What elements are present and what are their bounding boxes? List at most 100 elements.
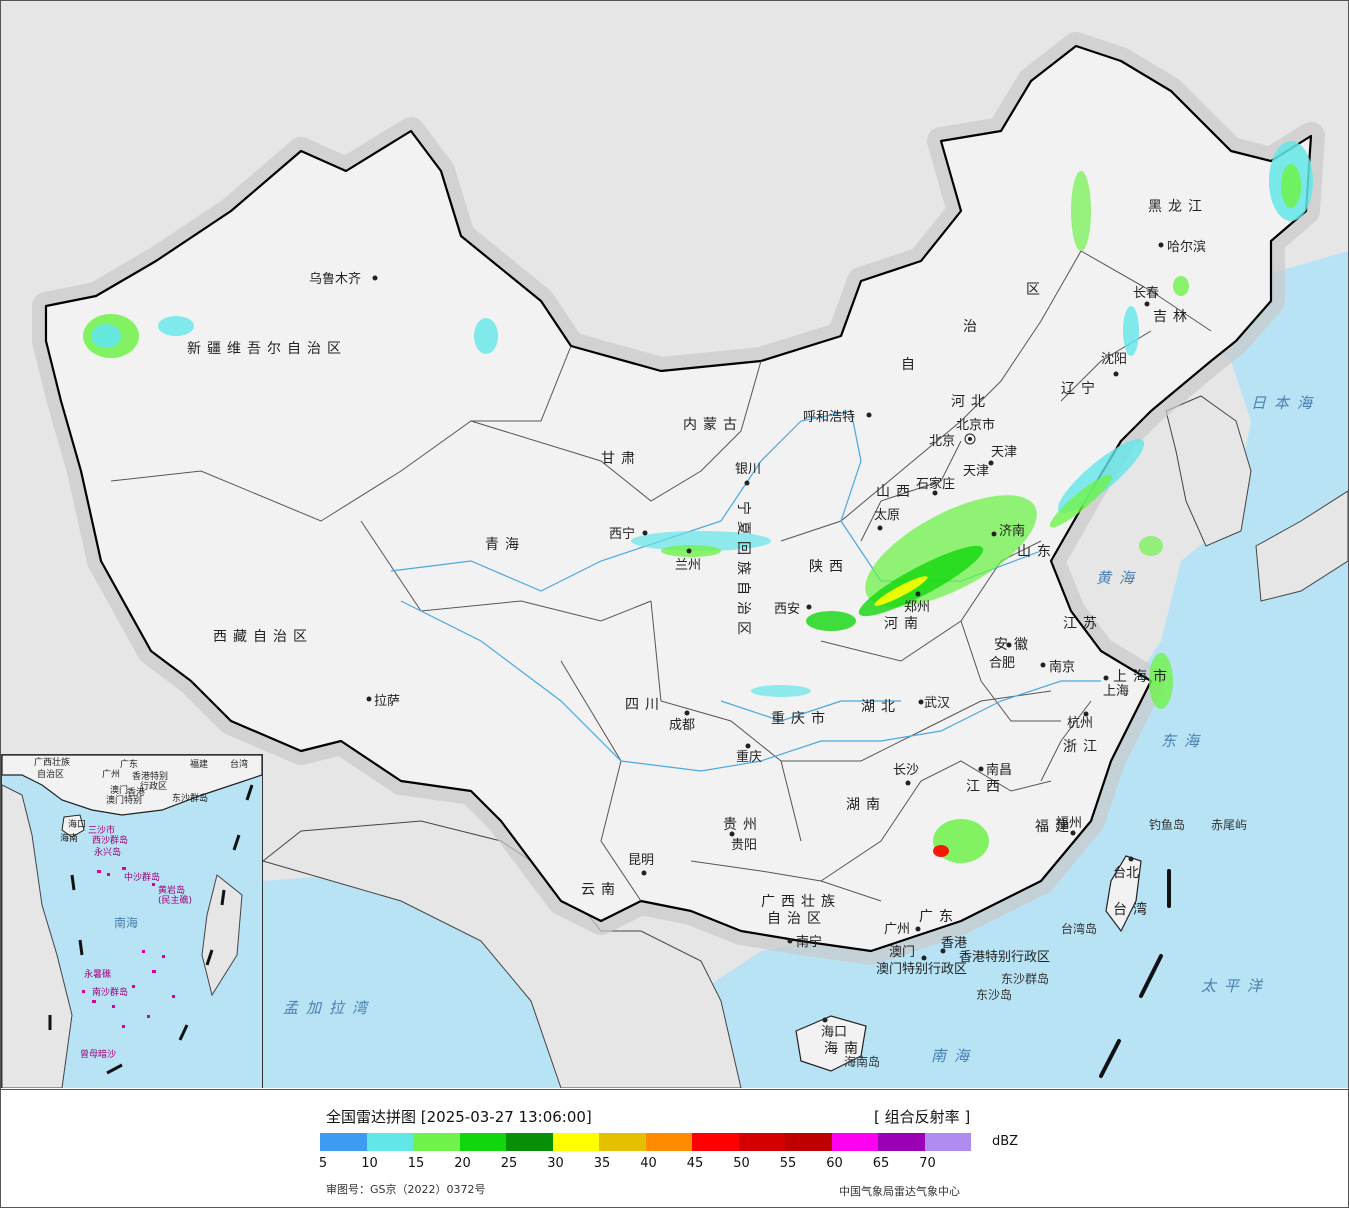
hainan-island [795,1015,867,1072]
province-borders [110,250,1212,902]
legend-tick-label: 30 [547,1156,564,1171]
south-china-sea-inset: 广西壮族 自治区 广东 福建 台湾 香港特别 行政区 东沙群岛 澳门特别 海口 … [1,754,263,1088]
legend-tick-label: 5 [318,1156,328,1171]
legend-tick-label: 65 [872,1156,890,1171]
inset-label: 中沙群岛 [124,871,160,883]
inset-label: 海南 [60,832,78,844]
inset-label: 台湾 [230,758,248,770]
legend-tick-label: 55 [779,1156,797,1171]
province-label: 内蒙古 [683,417,743,433]
legend-tick-label: 50 [733,1156,750,1171]
city-label: 西宁 [609,526,635,542]
province-label: 云南 [581,882,621,898]
city-label: 乌鲁木齐 [309,271,361,287]
province-label: 西藏自治区 [213,629,313,645]
province-label: 福建 [1035,819,1075,835]
province-label: 河北 [951,394,991,410]
province-label: 安徽 [994,637,1034,653]
inset-label: 南海 [114,915,138,930]
city-label: 拉萨 [374,694,400,709]
province-label: 河南 [884,616,924,632]
province-label: 自治区 [767,911,827,927]
city-label: 合肥 [989,656,1015,671]
color-bar-cell [599,1133,646,1151]
province-label: 江苏 [1063,616,1103,632]
province-label: 山西 [876,484,916,500]
city-label: 西安 [774,602,800,617]
city-label: 广州 [884,922,910,937]
city-label: 济南 [999,523,1025,539]
province-label: 宁夏回族自治区 [735,501,752,641]
city-label: 成都 [669,718,695,733]
legend-ticks: 5 10 15 20 25 30 35 40 45 50 55 60 65 70 [318,1156,1020,1174]
province-label: 四川 [625,697,665,713]
city-label: 海口 [821,1025,847,1040]
legend-title: 全国雷达拼图 [2025-03-27 13:06:00] [326,1108,592,1126]
city-label: 澳门 [889,944,915,960]
legend-panel: 全国雷达拼图 [2025-03-27 13:06:00] [ 组合反射率 ] d… [1,1089,1348,1208]
inset-label: 南沙群岛 [92,986,128,998]
inset-label: 东沙群岛 [172,792,208,804]
province-label: 治 [963,319,983,335]
province-label: 台湾 [1113,901,1153,918]
city-label: 贵阳 [731,838,757,853]
special-labels: 香港特别行政区 澳门特别行政区 东沙群岛 东沙岛 海南岛 台湾岛 钓鱼岛 赤尾屿 [844,817,1247,1069]
china-radar-map: 新疆维吾尔自治区 西藏自治区 青海 甘肃 四川 云南 内蒙古 黑龙江 吉林 辽宁… [32,32,1348,1088]
special-label: 东沙群岛 [1001,971,1049,986]
legend-tick-label: 40 [640,1156,657,1171]
province-label: 青海 [485,537,525,553]
special-label: 香港特别行政区 [959,950,1050,965]
inset-label: 海口 [68,818,86,830]
inset-indochina [2,784,73,1088]
inset-label: 西沙群岛 [92,834,128,846]
inset-label: 香港特别 [132,770,168,782]
southeast-asia-land [261,820,742,1088]
color-bar-cell [320,1133,367,1151]
inset-label: 行政区 [140,780,167,792]
inset-boundary [48,784,254,1075]
province-label: 湖北 [861,699,901,715]
inset-label: 福建 [190,758,208,770]
color-bar-cell [692,1133,739,1151]
city-label: 南昌 [986,762,1012,778]
color-bar [320,1133,971,1151]
sea-label: 东海 [1161,732,1207,750]
legend-product: [ 组合反射率 ] [874,1108,971,1126]
province-label: 山东 [1017,544,1057,560]
province-label: 广西壮族 [761,894,841,910]
city-label: 重庆 [736,749,762,765]
province-label: 吉林 [1153,309,1193,325]
city-label: 香港 [941,936,967,951]
city-label: 哈尔滨 [1167,239,1206,255]
city-label: 福州 [1056,816,1082,831]
color-bar-cell [413,1133,460,1151]
korea-land [1165,395,1252,547]
special-label: 澳门特别行政区 [876,961,967,977]
province-label: 江西 [966,779,1006,795]
taiwan-island [1105,855,1142,933]
city-label: 郑州 [904,600,930,615]
special-label: 台湾岛 [1061,921,1097,936]
color-bar-cell [645,1133,692,1151]
sea-area [561,251,1348,1088]
city-label: 天津 [963,464,989,479]
legend-tick-label: 35 [593,1156,611,1171]
city-label: 上海 [1103,684,1129,699]
special-label: 钓鱼岛 [1149,817,1185,832]
color-bar-cell [738,1133,785,1151]
color-bar-cell [878,1133,925,1151]
inset-philippines [201,874,243,997]
province-label: 广东 [919,909,959,925]
sea-labels: 日本海 黄海 东海 太平洋 南海 孟加拉湾 [283,394,1312,1065]
city-label: 沈阳 [1101,352,1127,367]
province-label: 甘肃 [601,451,641,467]
legend-tick-label: 20 [454,1156,471,1171]
color-bar-cell [924,1133,971,1151]
province-label: 重庆市 [771,710,831,727]
inset-label: (民主礁) [158,894,192,906]
city-label: 太原 [874,508,900,523]
inset-label: 自治区 [37,768,64,780]
inset-islands [82,867,175,1028]
city-label: 杭州 [1067,716,1093,731]
color-bar-cell [506,1133,553,1151]
